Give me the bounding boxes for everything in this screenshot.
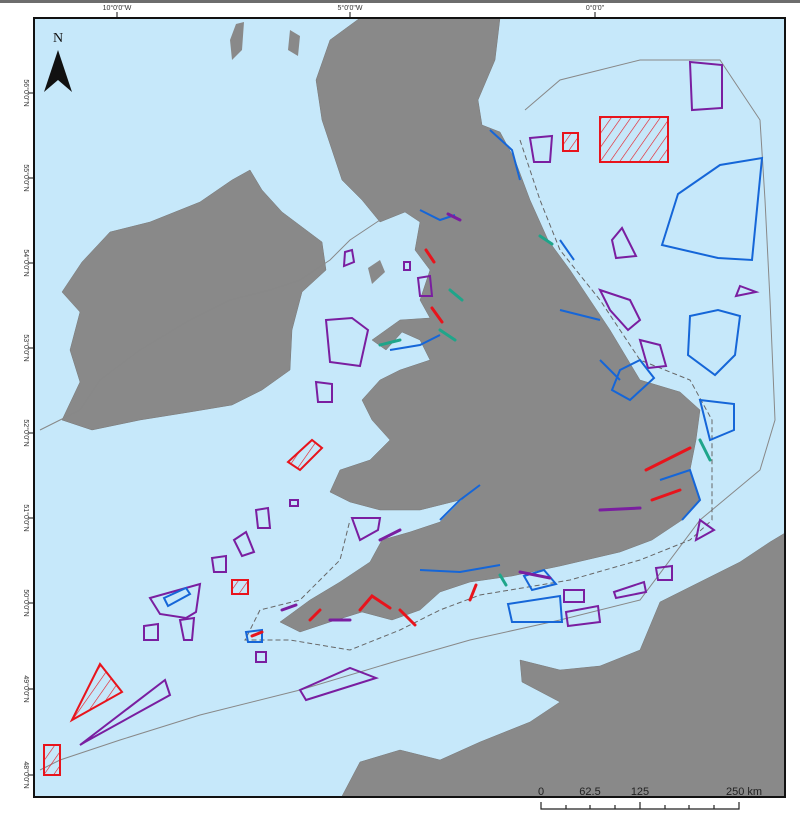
latitude-label: 56°0'0"N <box>22 79 30 106</box>
france-land <box>341 532 785 797</box>
longitude-label: 0°0'0" <box>586 4 605 12</box>
latitude-label: 49°0'0"N <box>22 675 30 702</box>
north-label: N <box>53 31 63 46</box>
latitude-label: 54°0'0"N <box>22 249 30 276</box>
window-top-border <box>0 0 800 3</box>
site-hatched-red[interactable] <box>286 438 324 472</box>
hebrides-islands <box>230 22 300 60</box>
ireland-land <box>61 169 327 431</box>
blue-site[interactable] <box>162 586 192 608</box>
isle-of-man-land <box>368 260 385 284</box>
scale-label: 125 <box>631 786 649 798</box>
longitude-label: 10°0'0"W <box>103 4 132 12</box>
latitude-label: 52°0'0"N <box>22 419 30 446</box>
site-hatched-red[interactable] <box>43 744 61 776</box>
scale-label: 250 km <box>726 786 762 798</box>
latitude-label: 51°0'0"N <box>22 504 30 531</box>
latitude-label: 50°0'0"N <box>22 589 30 616</box>
territorial-waters-boundary <box>244 139 713 651</box>
purple-sites[interactable] <box>79 60 760 746</box>
site-hatched-red[interactable] <box>599 116 669 163</box>
longitude-axis: 10°0'0"W 5°0'0"W 0°0'0" <box>103 4 605 18</box>
site-hatched-red[interactable] <box>231 579 249 595</box>
blue-sites[interactable] <box>244 129 764 643</box>
map-frame <box>33 17 786 798</box>
longitude-label: 5°0'0"W <box>338 4 363 12</box>
latitude-label: 55°0'0"N <box>22 164 30 191</box>
scale-bar: 0 62.5 125 250 km <box>538 786 762 810</box>
latitude-axis: 56°0'0"N 55°0'0"N 54°0'0"N 53°0'0"N 52°0… <box>22 79 34 789</box>
latitude-label: 48°0'0"N <box>22 761 30 788</box>
latitude-label: 53°0'0"N <box>22 334 30 361</box>
site-hatched-red[interactable] <box>562 132 579 152</box>
north-arrow-icon <box>44 50 58 92</box>
site-hatched-red[interactable] <box>69 662 124 723</box>
scale-label: 0 <box>538 786 544 798</box>
coastal-sites[interactable] <box>250 212 712 638</box>
scale-label: 62.5 <box>579 786 600 798</box>
north-arrow: N <box>44 31 72 92</box>
